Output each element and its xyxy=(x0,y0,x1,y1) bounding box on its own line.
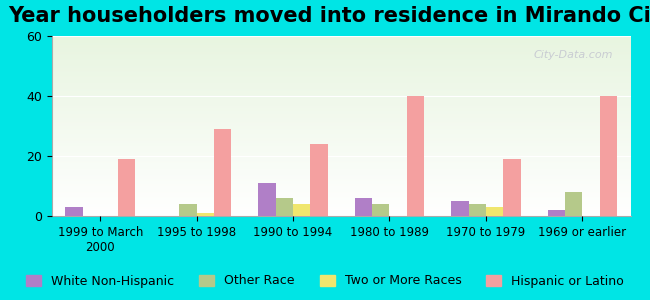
Text: City-Data.com: City-Data.com xyxy=(534,50,613,60)
Bar xyxy=(66,207,83,216)
Bar xyxy=(214,129,231,216)
Bar xyxy=(451,201,469,216)
Bar xyxy=(293,204,311,216)
Bar xyxy=(486,207,503,216)
Bar xyxy=(372,204,389,216)
Legend: White Non-Hispanic, Other Race, Two or More Races, Hispanic or Latino: White Non-Hispanic, Other Race, Two or M… xyxy=(20,268,630,294)
Bar xyxy=(118,159,135,216)
Bar xyxy=(355,198,372,216)
Bar xyxy=(503,159,521,216)
Bar xyxy=(196,213,214,216)
Bar xyxy=(258,183,276,216)
Title: Year householders moved into residence in Mirando City: Year householders moved into residence i… xyxy=(8,6,650,26)
Bar xyxy=(179,204,196,216)
Bar xyxy=(311,144,328,216)
Bar xyxy=(276,198,293,216)
Bar xyxy=(547,210,565,216)
Bar xyxy=(600,96,617,216)
Bar xyxy=(565,192,582,216)
Bar xyxy=(407,96,424,216)
Bar xyxy=(469,204,486,216)
